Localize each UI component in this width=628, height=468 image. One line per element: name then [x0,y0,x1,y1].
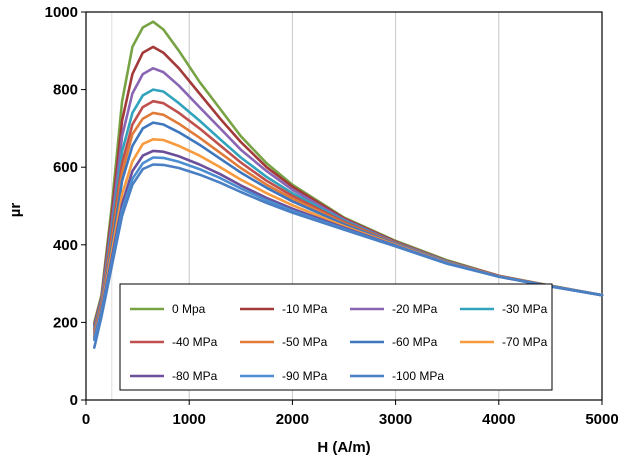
y-axis-title: µr [7,203,24,218]
x-tick-label: 5000 [585,411,618,428]
x-tick-label: 0 [82,411,90,428]
x-tick-label: 3000 [379,411,412,428]
legend-label: -40 MPa [172,335,218,349]
legend-label: -70 MPa [502,335,548,349]
y-tick-label: 800 [53,82,78,99]
legend: 0 Mpa -10 MPa -20 MPa -30 MPa -40 MPa -50 MPa… [119,283,553,391]
legend-label: -100 MPa [392,369,444,383]
plot-area [85,11,603,401]
y-tick-label: 1000 [45,4,78,21]
series-layer [93,20,604,349]
y-axis-ticks: 0 200 400 600 800 1000 [45,4,86,409]
y-tick-label: 200 [53,314,78,331]
y-tick-label: 600 [53,159,78,176]
legend-label: -10 MPa [282,302,328,316]
legend-label: -30 MPa [502,302,548,316]
legend-label: -50 MPa [282,335,328,349]
x-axis-ticks: 0 1000 2000 3000 4000 5000 [82,400,619,428]
legend-label: -90 MPa [282,369,328,383]
x-axis-title: H (A/m) [317,439,370,456]
series-line [93,163,604,349]
x-tick-label: 2000 [276,411,309,428]
x-tick-label: 1000 [173,411,206,428]
legend-box [119,283,553,391]
legend-label: -60 MPa [392,335,438,349]
y-tick-label: 0 [70,392,78,409]
legend-label: -20 MPa [392,302,438,316]
x-tick-label: 4000 [482,411,515,428]
legend-label: 0 Mpa [172,302,206,316]
y-tick-label: 400 [53,237,78,254]
legend-label: -80 MPa [172,369,218,383]
